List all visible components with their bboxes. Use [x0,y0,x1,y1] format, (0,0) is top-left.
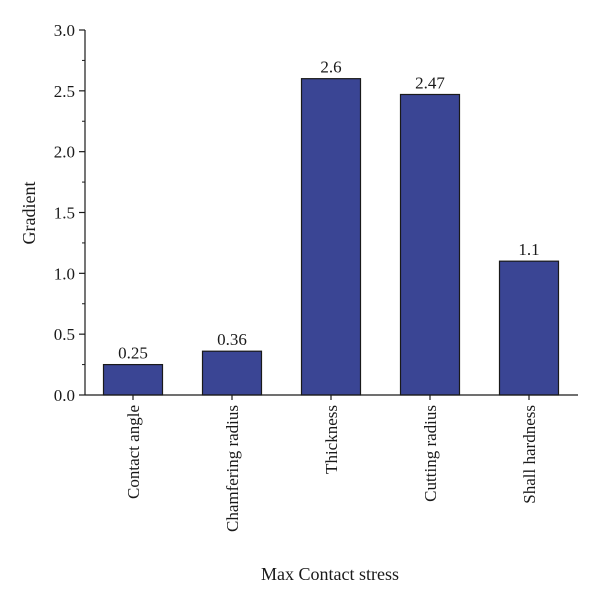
y-tick-label: 2.5 [54,82,75,101]
x-ticks-layer: Contact angle Chamfering radius Thickness C… [124,395,539,532]
bar-value-label: 0.25 [118,344,148,363]
y-tick-label: 1.5 [54,204,75,223]
bar [498,260,560,396]
x-category-label: Shall hardness [520,405,539,504]
data-labels-layer: 0.25 0.36 2.6 2.47 1.1 [118,58,540,363]
bars-layer [102,78,560,396]
y-axis-title: Gradient [19,182,39,245]
y-tick-label: 1.0 [54,264,75,283]
bar [300,78,362,396]
x-axis-title: Max Contact stress [261,564,399,584]
bar [399,93,461,396]
y-tick-label: 2.0 [54,143,75,162]
y-ticks-layer: 0.0 0.5 1.0 1.5 2.0 2.5 3.0 [54,21,85,405]
bar-value-label: 0.36 [217,330,247,349]
x-category-label: Chamfering radius [223,405,242,532]
bar [102,363,164,396]
y-tick-label: 0.5 [54,325,75,344]
x-category-label: Thickness [322,405,341,474]
bar-value-label: 1.1 [518,240,539,259]
x-category-label: Contact angle [124,405,143,499]
y-tick-label: 3.0 [54,21,75,40]
x-category-label: Cutting radius [421,405,440,502]
bar-value-label: 2.47 [415,73,445,92]
y-tick-label: 0.0 [54,386,75,405]
bar-value-label: 2.6 [320,58,341,77]
bar [201,350,263,396]
